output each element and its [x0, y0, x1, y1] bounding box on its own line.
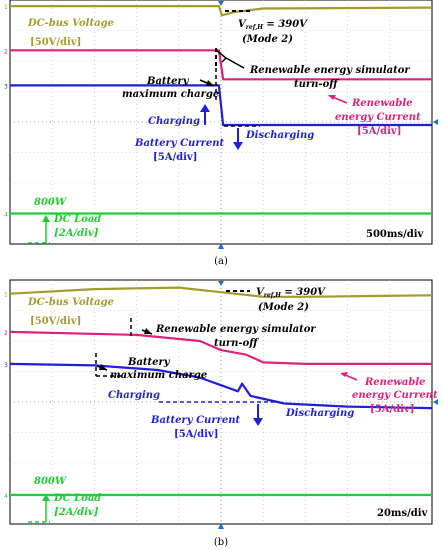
- battery-current-label-b: Battery Current: [150, 415, 240, 426]
- level-marker: [433, 119, 438, 125]
- annotation-graphics-b: [28, 290, 358, 523]
- dc-bus-scale-b: [50V/div]: [30, 316, 81, 327]
- dc-bus-scale-a: [50V/div]: [30, 37, 81, 48]
- time-div-label-a: 500ms/div: [366, 229, 425, 240]
- subtitle-b: (b): [214, 537, 228, 548]
- panel-a: 1 2 3 4 DC-bus Voltage [50V/div] Vref,H = 3…: [4, 0, 438, 267]
- renewable-current-label-b-1: Renewable: [364, 377, 426, 388]
- renewable-current-label-b-2: energy Current: [352, 390, 438, 401]
- channel-marker: 3: [4, 362, 8, 369]
- load-power-label-b: 800W: [34, 476, 68, 487]
- mode-label-b: (Mode 2): [258, 302, 309, 313]
- trigger-marker-bottom: [218, 243, 224, 249]
- trace-renewable-energy-current: [9, 330, 432, 365]
- panel-b: 1 2 3 4 DC-bus Voltage [50V/div] Vref,H = 3…: [4, 279, 438, 548]
- dc-bus-label-b: DC-bus Voltage: [27, 297, 114, 308]
- channel-markers-b: 1 2 3 4: [4, 292, 8, 500]
- trace-renewable-energy-current: [10, 49, 432, 81]
- renewable-current-scale-a: [5A/div]: [357, 126, 401, 137]
- channel-marker: 4: [4, 493, 8, 500]
- battery-current-scale-b: [5A/div]: [174, 429, 218, 440]
- annotation-graphics-a: [28, 10, 348, 244]
- channel-marker: 4: [4, 212, 8, 219]
- renewable-sim-label-b-1: Renewable energy simulator: [155, 324, 316, 335]
- dc-load-scale-b: [2A/div]: [54, 507, 99, 518]
- battery-max-label-a-1: Battery: [146, 76, 190, 87]
- series-b: [9, 286, 433, 497]
- channel-marker: 3: [4, 83, 8, 90]
- charging-label-a: Charging: [148, 116, 200, 127]
- channel-markers-a: 1 2 3 4: [4, 4, 8, 218]
- trace-battery-current: [10, 84, 432, 127]
- discharging-label-b: Discharging: [285, 408, 354, 419]
- vref-label-b: Vref,H = 390V: [256, 287, 326, 299]
- battery-current-scale-a: [5A/div]: [153, 152, 197, 163]
- trace-battery-current: [9, 362, 433, 410]
- channel-marker: 2: [4, 330, 8, 337]
- channel-marker: 1: [4, 292, 8, 299]
- channel-marker: 1: [4, 4, 8, 11]
- time-div-label-b: 20ms/div: [377, 508, 429, 519]
- trigger-marker-top: [218, 281, 224, 286]
- load-power-label-a: 800W: [34, 197, 68, 208]
- dc-bus-label-a: DC-bus Voltage: [27, 18, 114, 29]
- level-marker: [433, 399, 438, 405]
- battery-max-label-b-2: maximum charge: [110, 370, 207, 381]
- subtitle-a: (a): [214, 256, 228, 267]
- renewable-sim-label-b-2: turn-off: [214, 338, 259, 349]
- vref-label-a: Vref,H = 390V: [238, 19, 308, 31]
- dc-load-scale-a: [2A/div]: [54, 228, 99, 239]
- battery-max-label-a-2: maximum charge: [122, 89, 219, 100]
- battery-max-label-b-1: Battery: [127, 357, 171, 368]
- renewable-current-label-a-2: energy Current: [335, 112, 421, 123]
- grid-a: [9, 0, 438, 249]
- channel-marker: 2: [4, 48, 8, 55]
- renewable-sim-label-a-2: turn-off: [294, 79, 339, 90]
- trigger-marker-top: [218, 1, 224, 6]
- discharging-label-a: Discharging: [245, 130, 314, 141]
- dc-load-label-a: DC Load: [53, 214, 101, 225]
- grid-b: [9, 279, 438, 529]
- renewable-current-label-a-1: Renewable: [351, 98, 413, 109]
- mode-label-a: (Mode 2): [242, 34, 293, 45]
- charging-label-b: Charging: [108, 390, 160, 401]
- trigger-marker-bottom: [218, 523, 224, 529]
- trace-dc-bus-voltage: [10, 4, 433, 17]
- battery-current-label-a: Battery Current: [134, 138, 224, 149]
- series-a: [10, 4, 433, 215]
- dc-load-label-b: DC Load: [53, 493, 101, 504]
- renewable-current-scale-b: [5A/div]: [370, 404, 414, 415]
- renewable-sim-label-a-1: Renewable energy simulator: [249, 65, 410, 76]
- trace-dc-bus-voltage: [9, 286, 433, 298]
